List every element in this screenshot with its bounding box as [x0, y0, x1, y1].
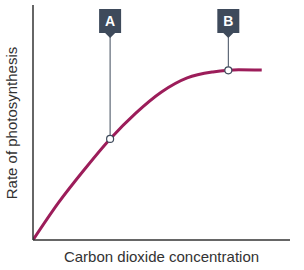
- svg-text:A: A: [105, 13, 115, 29]
- svg-text:B: B: [223, 13, 233, 29]
- html-text:Rate of photosynthesis: Rate of photosynthesis: [3, 46, 20, 199]
- html-text:Carbon dioxide concentration: Carbon dioxide concentration: [63, 248, 260, 265]
